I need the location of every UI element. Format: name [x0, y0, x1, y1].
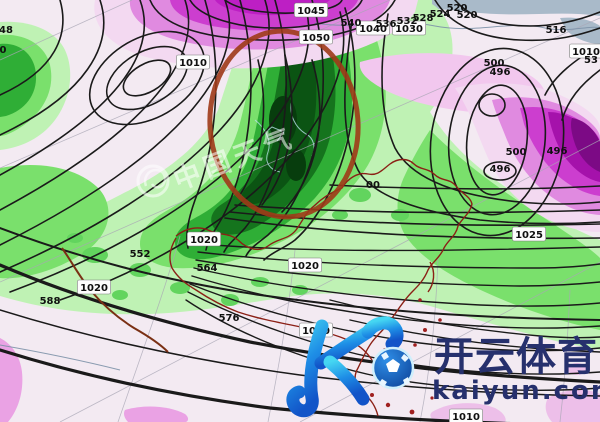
contour-label: 1045 [293, 2, 328, 18]
svg-text:496: 496 [547, 146, 568, 157]
svg-text:1045: 1045 [297, 6, 325, 17]
contour-label: 48 [0, 25, 13, 36]
football-icon [371, 346, 415, 390]
contour-label: 516 [546, 25, 567, 36]
svg-text:1010: 1010 [179, 58, 207, 69]
svg-text:520: 520 [447, 3, 468, 14]
svg-text:1020: 1020 [190, 235, 218, 246]
contour-label: 500 [484, 58, 505, 69]
contour-label: 536 [376, 19, 397, 30]
svg-text:564: 564 [197, 263, 218, 274]
svg-text:48: 48 [0, 25, 13, 36]
contour-label: 532 [397, 16, 418, 27]
svg-text:532: 532 [397, 16, 418, 27]
contour-label: 588 [40, 296, 61, 307]
svg-text:496: 496 [490, 164, 511, 175]
contour-label: 576 [219, 313, 240, 324]
svg-text:0: 0 [0, 45, 7, 56]
contour-label: 1020 [77, 279, 112, 295]
svg-text:53: 53 [584, 55, 598, 66]
svg-text:520: 520 [457, 10, 478, 21]
contour-label: 520 [447, 3, 468, 14]
svg-text:528: 528 [413, 13, 434, 24]
contour-label: 1050 [298, 29, 333, 45]
contour-label: 1025 [511, 226, 546, 242]
contour-label: 528 [413, 13, 434, 24]
svg-text:1020: 1020 [291, 261, 319, 272]
contour-label: 1020 [287, 257, 322, 273]
contour-label: 1010 [449, 408, 483, 422]
kaiyun-k-icon [286, 316, 404, 418]
contour-label: 564 [197, 263, 218, 274]
svg-text:552: 552 [130, 249, 151, 260]
contour-label: 496 [490, 164, 511, 175]
svg-text:1040: 1040 [359, 24, 387, 35]
contour-label: 496 [547, 146, 568, 157]
contour-label: 1010 [569, 43, 600, 59]
contour-label: 1020 [187, 231, 222, 247]
svg-text:536: 536 [376, 19, 397, 30]
svg-text:00: 00 [366, 180, 380, 191]
svg-text:496: 496 [490, 67, 511, 78]
contour-label: 524 [430, 9, 451, 20]
contour-label: 540 [341, 18, 362, 29]
svg-text:524: 524 [430, 9, 451, 20]
brand-title: 开云体育 [434, 334, 598, 380]
highlight-ellipse [207, 28, 361, 220]
contour-label: 520 [457, 10, 478, 21]
contour-label: 1030 [391, 20, 426, 36]
svg-text:1025: 1025 [515, 230, 543, 241]
contour-label: 1040 [355, 20, 390, 36]
svg-text:576: 576 [219, 313, 240, 324]
contour-label: 552 [130, 249, 151, 260]
contour-label: 0 [0, 45, 7, 56]
contour-label: 00 [366, 180, 380, 191]
contour-label: 53 [584, 55, 598, 66]
brand-domain: kaiyun.com [432, 376, 600, 406]
svg-text:1050: 1050 [302, 33, 330, 44]
svg-text:500: 500 [506, 147, 527, 158]
contour-label: 1010 [176, 54, 211, 70]
svg-text:588: 588 [40, 296, 61, 307]
svg-text:516: 516 [546, 25, 567, 36]
svg-text:1030: 1030 [395, 24, 423, 35]
svg-text:540: 540 [341, 18, 362, 29]
svg-text:1010: 1010 [572, 47, 600, 58]
svg-text:1010: 1010 [452, 412, 480, 422]
contour-label: 496 [490, 67, 511, 78]
spiral-logo-icon [136, 164, 170, 198]
svg-text:1020: 1020 [80, 283, 108, 294]
kaiyun-logo: 开云体育 kaiyun.com [286, 316, 600, 418]
contour-label: 500 [506, 147, 527, 158]
svg-text:500: 500 [484, 58, 505, 69]
